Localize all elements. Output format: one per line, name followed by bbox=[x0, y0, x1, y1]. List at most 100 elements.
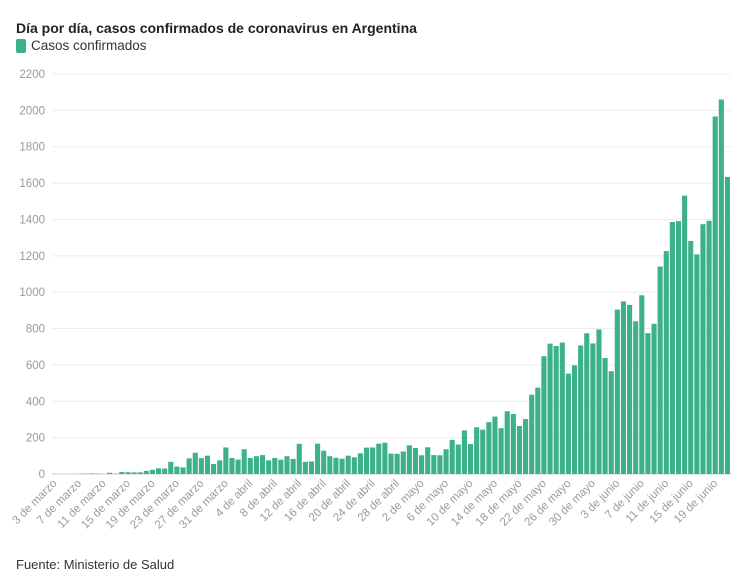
bar bbox=[675, 221, 682, 474]
bar bbox=[186, 458, 192, 474]
y-tick-label: 1400 bbox=[19, 214, 45, 226]
bar bbox=[682, 195, 688, 474]
bar bbox=[174, 466, 180, 474]
bar bbox=[217, 460, 223, 474]
legend: Casos confirmados bbox=[16, 38, 147, 53]
bar bbox=[565, 373, 571, 474]
bar bbox=[119, 472, 125, 474]
y-tick-label: 600 bbox=[26, 360, 45, 372]
bar bbox=[394, 453, 400, 474]
bar bbox=[223, 447, 229, 474]
bar bbox=[498, 428, 504, 474]
bar bbox=[425, 447, 431, 474]
bar bbox=[272, 458, 278, 474]
bar bbox=[602, 358, 608, 474]
bar bbox=[571, 365, 578, 474]
chart-title: Día por día, casos confirmados de corona… bbox=[16, 20, 417, 36]
bar bbox=[516, 426, 523, 474]
bar bbox=[480, 429, 486, 474]
bar bbox=[308, 461, 315, 474]
bar bbox=[327, 456, 333, 474]
bar bbox=[461, 430, 467, 474]
y-tick-label: 200 bbox=[26, 433, 45, 445]
bar bbox=[266, 460, 272, 474]
bar bbox=[578, 345, 584, 474]
bar bbox=[382, 442, 388, 474]
bar bbox=[645, 333, 651, 474]
bar bbox=[376, 443, 382, 474]
bar bbox=[688, 240, 694, 474]
bar bbox=[700, 224, 706, 474]
bar bbox=[162, 468, 168, 474]
bar bbox=[706, 220, 712, 474]
bar bbox=[370, 447, 376, 474]
bar bbox=[351, 457, 357, 474]
y-axis: 0 200 400 600 800 1000 1200 1400 1600 1800 2000 220… bbox=[19, 69, 45, 481]
y-tick-label: 400 bbox=[26, 396, 45, 408]
bar bbox=[419, 455, 425, 474]
bar bbox=[198, 458, 204, 474]
bar bbox=[333, 457, 339, 474]
bar bbox=[247, 458, 253, 474]
bar bbox=[614, 309, 620, 474]
bar bbox=[669, 222, 675, 474]
bar bbox=[302, 461, 308, 474]
bar bbox=[608, 371, 614, 474]
bar bbox=[504, 411, 510, 474]
bar bbox=[547, 343, 553, 474]
y-tick-label: 1600 bbox=[19, 178, 45, 190]
bar bbox=[474, 427, 480, 474]
bar bbox=[559, 342, 565, 474]
bar bbox=[131, 472, 137, 474]
y-tick-label: 0 bbox=[39, 469, 45, 481]
bar bbox=[553, 346, 559, 474]
bar bbox=[296, 443, 302, 474]
bar bbox=[284, 456, 290, 474]
bar bbox=[455, 444, 461, 474]
bar bbox=[584, 333, 590, 474]
y-tick-label: 800 bbox=[26, 324, 45, 336]
y-tick-label: 2200 bbox=[19, 69, 45, 81]
source-note: Fuente: Ministerio de Salud bbox=[16, 557, 175, 572]
legend-swatch bbox=[16, 38, 26, 53]
bar bbox=[192, 452, 198, 474]
bar bbox=[663, 251, 669, 474]
bar bbox=[388, 453, 394, 474]
bar bbox=[290, 458, 296, 474]
bar bbox=[590, 343, 596, 474]
bar bbox=[443, 449, 449, 474]
bar bbox=[639, 295, 645, 474]
bar bbox=[107, 472, 113, 474]
y-tick-label: 2000 bbox=[19, 105, 45, 117]
bar bbox=[241, 449, 247, 474]
bar bbox=[541, 356, 547, 474]
bar bbox=[125, 472, 131, 474]
bar bbox=[315, 443, 321, 474]
bar bbox=[278, 459, 284, 474]
y-tick-label: 1000 bbox=[19, 287, 45, 299]
bar bbox=[724, 176, 730, 474]
bar bbox=[467, 444, 474, 474]
bar bbox=[357, 453, 363, 474]
bar bbox=[633, 321, 639, 474]
y-tick-label: 1800 bbox=[19, 142, 45, 154]
bar bbox=[345, 455, 351, 474]
bar bbox=[406, 445, 412, 474]
bar bbox=[620, 301, 627, 474]
bar bbox=[137, 472, 143, 474]
bar bbox=[657, 266, 663, 474]
bar bbox=[486, 422, 492, 474]
legend-label: Casos confirmados bbox=[31, 38, 147, 53]
bars bbox=[52, 99, 730, 475]
y-tick-label: 1200 bbox=[19, 251, 45, 263]
bar bbox=[510, 414, 516, 474]
bar bbox=[211, 464, 217, 474]
bar bbox=[235, 459, 241, 474]
bar bbox=[449, 439, 455, 474]
bar bbox=[492, 416, 498, 474]
bar bbox=[143, 470, 149, 474]
bar bbox=[339, 458, 345, 474]
bar bbox=[149, 469, 155, 474]
bar bbox=[529, 394, 535, 474]
